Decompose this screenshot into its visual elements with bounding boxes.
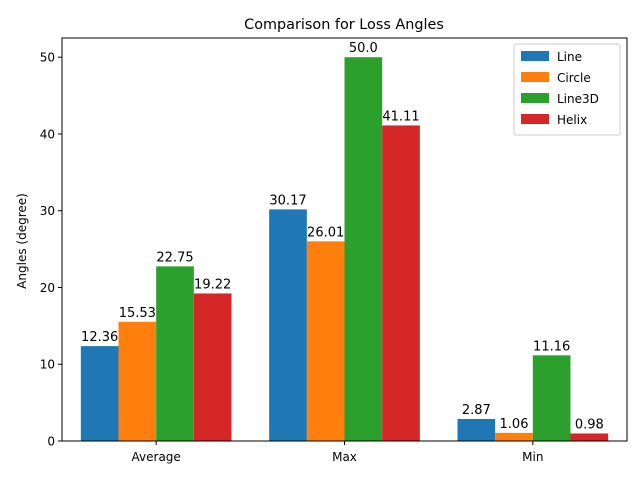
bar-line-average [80,346,119,441]
y-axis-label: Angles (degree) [15,193,29,289]
y-tick-label: 40 [40,127,55,141]
y-tick-label: 0 [47,435,55,449]
y-tick-label: 50 [40,51,55,65]
bar-helix-min [570,433,609,441]
bar-circle-min [495,432,533,441]
legend-label-circle: Circle [557,71,591,85]
bars-layer [80,57,609,442]
bar-value-label: 2.87 [462,403,491,418]
bar-helix-max [382,125,420,442]
bar-value-label: 15.53 [119,306,156,321]
bar-value-label: 41.11 [382,109,419,124]
bar-circle-average [118,321,157,441]
legend-frame [513,43,621,136]
bar-value-label: 11.16 [533,339,570,354]
y-tick-label: 10 [40,358,55,372]
bar-line-max [269,209,307,441]
legend-swatch-line3d [521,93,549,103]
bar-circle-max [306,241,345,441]
x-axis: Average Max Min [132,441,543,464]
bar-value-label: 0.98 [575,417,604,432]
legend-label-line3d: Line3D [557,92,599,106]
y-tick-label: 30 [40,204,55,218]
legend-swatch-line [521,51,549,61]
bar-value-label: 12.36 [81,330,118,345]
legend: Line Circle Line3D Helix [513,43,621,136]
bar-value-label: 50.0 [349,41,378,56]
x-tick-label: Max [332,450,357,464]
bar-value-label: 30.17 [269,193,306,208]
legend-swatch-helix [521,114,549,124]
legend-label-line: Line [557,50,582,64]
y-tick-label: 20 [40,281,55,295]
legend-swatch-circle [521,72,549,82]
bar-line-min [457,418,496,441]
bar-labels-layer: 12.36 30.17 2.87 15.53 26.01 1.06 22.75 50.0 11.… [81,41,604,432]
legend-label-helix: Helix [557,113,587,127]
y-axis: 0 10 20 30 40 50 [40,51,62,449]
chart-title: Comparison for Loss Angles [244,17,444,33]
bar-value-label: 19.22 [194,277,231,292]
bar-helix-average [193,293,232,441]
bar-value-label: 26.01 [307,225,344,240]
plot-frame [61,37,628,442]
bar-value-label: 1.06 [500,417,529,432]
x-tick-label: Min [522,450,543,464]
x-tick-label: Average [132,450,181,464]
bar-line3d-average [156,266,194,441]
bar-value-label: 22.75 [156,250,193,265]
bar-line3d-min [532,355,571,441]
bar-line3d-max [344,57,383,441]
